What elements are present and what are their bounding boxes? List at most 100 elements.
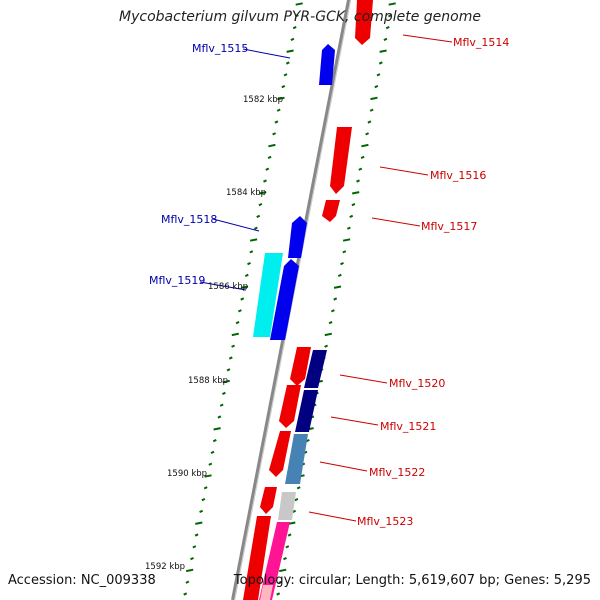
gene-label-mflv-1518[interactable]: Mflv_1518	[161, 213, 217, 226]
tick-inner-32	[222, 379, 230, 384]
tick-outer-7	[374, 84, 379, 89]
scale-label-1582: 1582 kbp	[243, 95, 283, 105]
tick-inner-27	[235, 320, 240, 325]
gene-arrow-mflv-1516[interactable]	[330, 127, 352, 194]
tick-outer-23	[337, 273, 342, 278]
tick-inner-40	[204, 474, 212, 478]
scale-label-1584: 1584 kbp	[226, 188, 266, 198]
gene-arrow-mflv-1520[interactable]	[290, 347, 311, 386]
gene-arrow-mflv-1523[interactable]	[260, 487, 277, 514]
tick-outer-20	[342, 238, 351, 242]
gene-block-mflv-1522-steel[interactable]	[285, 434, 308, 484]
tick-inner-23	[244, 273, 249, 278]
leader-mflv-1516	[379, 166, 429, 176]
scale-labels: 1582 kbp 1584 kbp 1586 kbp 1588 kbp 1590…	[145, 95, 283, 572]
scale-label-1592: 1592 kbp	[145, 562, 185, 572]
tick-outer-8	[370, 96, 378, 101]
gene-features	[243, 0, 373, 600]
tick-outer-0	[388, 2, 396, 6]
tick-inner-21	[249, 250, 254, 254]
genome-summary-text: Topology: circular; Length: 5,619,607 bp…	[233, 573, 591, 588]
scale-label-1588: 1588 kbp	[188, 376, 228, 386]
tick-outer-41	[296, 486, 301, 490]
tick-inner-13	[267, 155, 272, 160]
gene-label-mflv-1520[interactable]: Mflv_1520	[389, 377, 445, 390]
scale-label-1590: 1590 kbp	[167, 469, 207, 479]
tick-inner-38	[210, 450, 215, 455]
gene-label-mflv-1517[interactable]: Mflv_1517	[421, 220, 477, 233]
tick-inner-19	[253, 226, 258, 230]
tick-outer-50	[276, 592, 281, 596]
tick-outer-3	[383, 37, 388, 42]
tick-inner-50	[183, 592, 188, 596]
gene-label-mflv-1514[interactable]: Mflv_1514	[453, 36, 509, 49]
gene-label-mflv-1521[interactable]: Mflv_1521	[380, 420, 436, 433]
tick-inner-7	[281, 84, 286, 89]
tick-inner-45	[194, 533, 199, 537]
gene-arrow-mflv-1517[interactable]	[322, 200, 340, 222]
gene-arrow-mflv-1522[interactable]	[269, 431, 291, 477]
gene-block-mflv-1521-navy[interactable]	[295, 390, 318, 432]
tick-inner-37	[212, 438, 217, 443]
gene-block-mflv-1519-cyan[interactable]	[253, 253, 283, 337]
tick-outer-25	[333, 297, 338, 301]
tick-inner-22	[247, 261, 251, 266]
tick-inner-46	[192, 545, 197, 549]
gene-label-mflv-1523[interactable]: Mflv_1523	[357, 515, 413, 528]
tick-inner-2	[292, 25, 297, 30]
gene-label-mflv-1515[interactable]: Mflv_1515	[192, 42, 248, 55]
tick-inner-30	[228, 356, 233, 360]
tick-outer-47	[283, 556, 287, 561]
tick-inner-8	[277, 96, 285, 101]
gene-arrow-mflv-1514[interactable]	[355, 0, 373, 45]
tick-inner-47	[190, 556, 194, 561]
tick-inner-4	[286, 49, 294, 53]
gene-block-mflv-1520-navy[interactable]	[304, 350, 327, 388]
tick-outer-28	[324, 332, 332, 337]
tick-inner-10	[274, 120, 279, 124]
tick-inner-9	[276, 108, 281, 112]
gene-arrow-mflv-1518[interactable]	[288, 216, 307, 258]
gene-arrow-next-red-1[interactable]	[243, 516, 271, 600]
tick-inner-44	[195, 521, 203, 525]
tick-outer-16	[352, 191, 360, 195]
tick-outer-27	[328, 320, 333, 325]
tick-outer-5	[378, 61, 383, 65]
accession-text: Accession: NC_009338	[8, 573, 156, 588]
tick-outer-24	[333, 285, 342, 289]
tick-outer-15	[356, 179, 360, 183]
gene-arrow-mflv-1519[interactable]	[270, 259, 299, 340]
gene-arrow-mflv-1521[interactable]	[279, 385, 301, 428]
tick-inner-43	[199, 509, 204, 514]
leader-mflv-1520	[339, 374, 388, 384]
tick-inner-41	[203, 486, 208, 490]
tick-outer-22	[340, 261, 344, 266]
gene-block-next-pink[interactable]	[260, 585, 273, 600]
tick-outer-45	[287, 533, 292, 537]
map-title: Mycobacterium gilvum PYR-GCK, complete g…	[119, 9, 481, 25]
tick-inner-11	[272, 132, 277, 136]
tick-tracks	[183, 2, 396, 596]
gene-label-mflv-1516[interactable]: Mflv_1516	[430, 169, 486, 182]
tick-inner-16	[259, 191, 267, 195]
leader-mflv-1517	[371, 217, 421, 227]
tick-inner-6	[283, 73, 288, 77]
gene-label-mflv-1519[interactable]: Mflv_1519	[149, 274, 205, 287]
tick-inner-0	[295, 2, 303, 6]
tick-outer-42	[294, 497, 299, 502]
tick-outer-17	[351, 202, 356, 207]
tick-inner-29	[231, 344, 236, 348]
tick-inner-1	[294, 14, 299, 18]
tick-inner-17	[258, 202, 263, 207]
tick-outer-12	[361, 143, 369, 148]
gene-label-mflv-1522[interactable]: Mflv_1522	[369, 466, 425, 479]
gene-block-next-magenta[interactable]	[259, 522, 290, 600]
tick-outer-48	[279, 568, 287, 573]
tick-inner-33	[221, 391, 226, 396]
leader-mflv-1522	[319, 461, 368, 472]
gene-block-mflv-1523-grey[interactable]	[278, 492, 296, 520]
tick-outer-1	[387, 14, 392, 18]
gene-arrow-mflv-1515[interactable]	[319, 44, 335, 85]
leader-lines	[199, 34, 453, 522]
tick-inner-42	[201, 497, 206, 502]
